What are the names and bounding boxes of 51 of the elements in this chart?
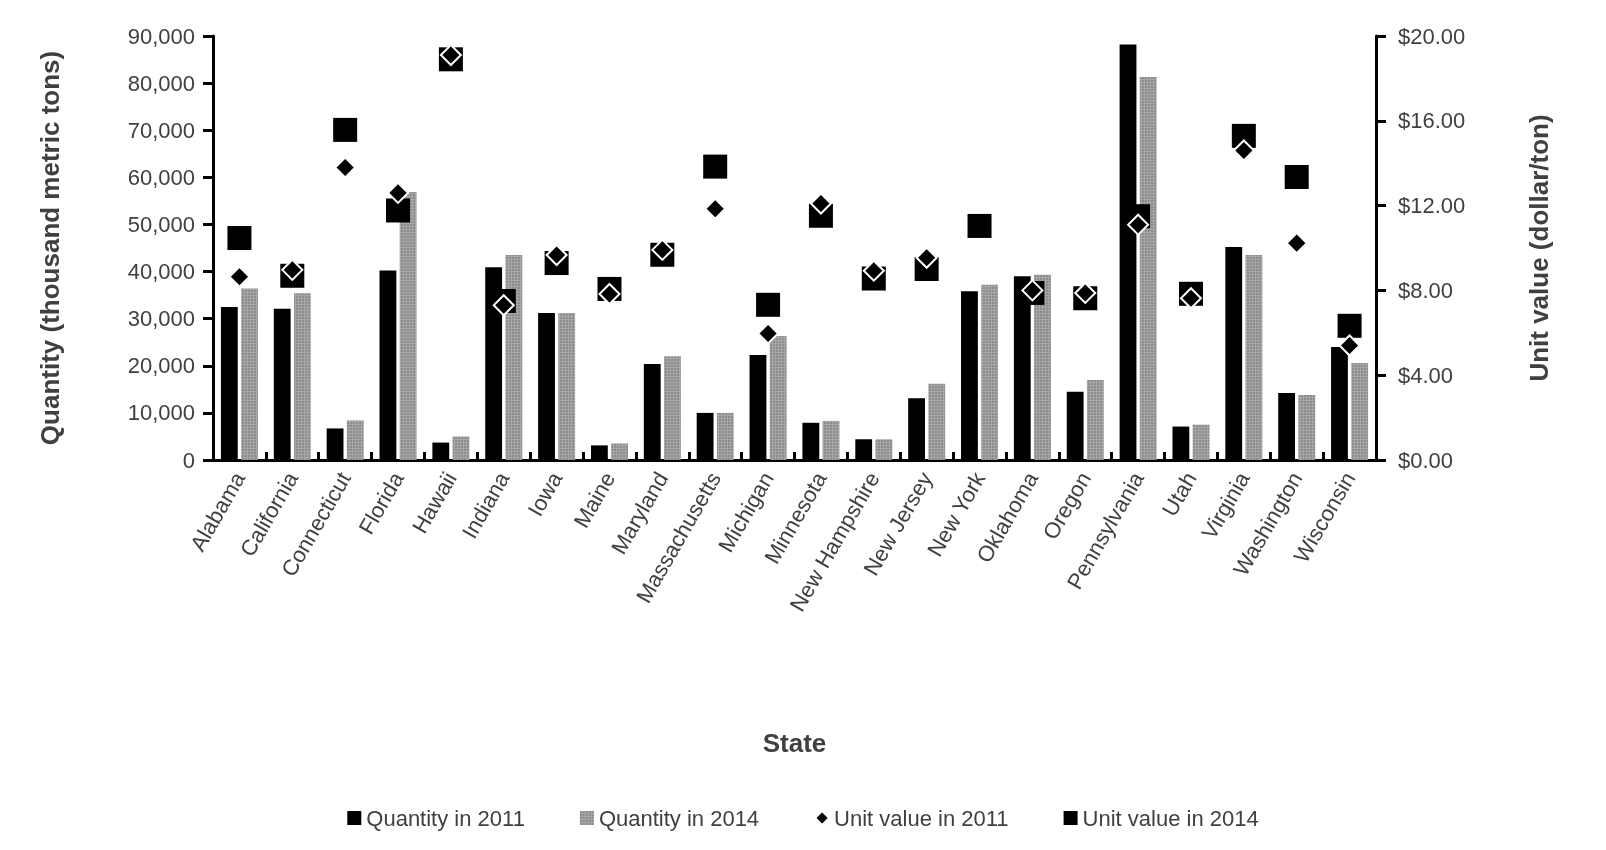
point — [915, 246, 938, 269]
y2-tick-label: $8.00 — [1398, 277, 1454, 303]
y-tick-label: 90,000 — [127, 23, 195, 49]
legend-label: Quantity in 2014 — [598, 805, 760, 831]
point — [967, 213, 992, 238]
y-tick-label: 20,000 — [127, 353, 195, 379]
point — [333, 117, 358, 142]
point — [1232, 139, 1255, 162]
y-tick-label: 40,000 — [127, 259, 195, 285]
point — [862, 259, 885, 282]
x-axis-title: State — [762, 728, 827, 758]
y-tick-label: 80,000 — [127, 70, 195, 96]
y-axis-title: Quantity (thousand metric tons) — [35, 50, 65, 446]
y2-tick-label: $4.00 — [1398, 362, 1454, 388]
point — [439, 44, 462, 67]
point — [598, 283, 621, 305]
point — [387, 181, 410, 204]
point — [1284, 164, 1309, 189]
point — [1179, 287, 1202, 310]
point — [1338, 334, 1361, 357]
point — [757, 322, 780, 345]
y-tick-label: 0 — [182, 447, 195, 473]
point — [703, 154, 728, 179]
legend-label: Unit value in 2011 — [834, 805, 1009, 831]
point — [809, 192, 832, 215]
y-tick-label: 70,000 — [127, 117, 195, 143]
legend-label: Quantity in 2011 — [366, 805, 525, 831]
point — [492, 294, 515, 317]
point — [651, 238, 674, 261]
point — [386, 198, 411, 223]
point — [1285, 232, 1308, 255]
y-tick-label: 10,000 — [127, 400, 195, 426]
y2-tick-label: $0.00 — [1398, 447, 1454, 473]
point — [281, 258, 304, 281]
y2-tick-label: $12.00 — [1398, 193, 1466, 219]
y2-tick-label: $20.00 — [1398, 23, 1466, 49]
point — [1074, 281, 1097, 304]
point — [756, 292, 781, 317]
y2-tick-label: $16.00 — [1398, 108, 1466, 134]
y-tick-label: 60,000 — [127, 164, 195, 190]
point — [334, 156, 357, 179]
point — [1337, 313, 1362, 338]
y-tick-label: 30,000 — [127, 306, 195, 332]
point — [228, 265, 251, 288]
point — [227, 226, 252, 251]
y2-axis-title: Unit value (dollar/ton) — [1524, 114, 1554, 382]
point — [545, 244, 568, 266]
point — [704, 197, 727, 220]
point — [1127, 213, 1150, 236]
y-tick-label: 50,000 — [127, 211, 195, 237]
legend-label: Unit value in 2014 — [1082, 805, 1259, 831]
